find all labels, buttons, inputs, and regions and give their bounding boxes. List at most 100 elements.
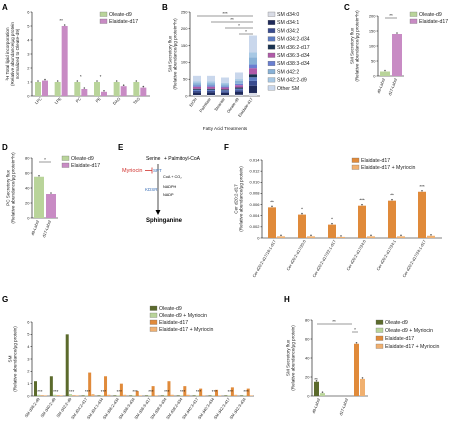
g-significance: *** (69, 389, 75, 394)
f-bar (328, 224, 336, 238)
g-bar (145, 395, 148, 396)
palmitoyl-coa-label: + Palmitoyl-CoA (164, 156, 201, 162)
g-ytick-label: 3 (27, 356, 30, 361)
f-data-point (331, 222, 333, 225)
c-xtick-label: d9-Label (376, 78, 386, 94)
c-xtick-label: d17-Label (387, 78, 398, 97)
a-legend-label: Oleate-d9 (109, 12, 132, 18)
panel-letter-h: H (284, 295, 290, 304)
f-data-point (400, 234, 402, 237)
g-bar (43, 395, 47, 396)
b-ytick-label: 250 (181, 9, 188, 14)
a-data-point (96, 80, 98, 82)
b-legend-swatch (267, 77, 276, 83)
g-bar (202, 395, 206, 396)
b-stack-segment (249, 68, 257, 75)
a-ylabel-line: ³H Total lipid incorporation (5, 27, 10, 80)
g-ytick-label: 6 (27, 319, 30, 324)
g-bar (192, 395, 196, 396)
b-stack-segment (221, 84, 229, 87)
d-significance: * (44, 157, 46, 162)
b-stack-segment (249, 52, 257, 58)
c-bar (380, 71, 390, 76)
c-ylabel-line: (Relative abundance/µg protein*hr) (355, 10, 360, 82)
c-ytick-label: 200 (369, 13, 376, 18)
g-ytick-label: 2 (27, 369, 30, 374)
a-ytick-label: 2 (27, 65, 30, 70)
g-bar (195, 395, 199, 396)
b-stack-segment (207, 90, 215, 93)
d-data-point (38, 174, 40, 177)
b-significance: *** (222, 11, 228, 16)
b-legend-label: SM d42:2 (277, 69, 299, 75)
a-data-point (103, 90, 105, 92)
c-ytick-label: 150 (369, 28, 376, 33)
h-legend-label: Oleate-d9 + Myriocin (385, 328, 433, 334)
g-ytick-label: 1 (27, 381, 30, 386)
b-xtick-label: Stearate (213, 96, 226, 112)
f-ytick-label: 0.002 (249, 224, 260, 229)
f-legend-label: Elaidate-d17 + Myriocin (361, 165, 415, 171)
f-ytick-label: 0.008 (249, 191, 260, 196)
b-stack-segment (249, 74, 257, 78)
g-bar (97, 395, 101, 396)
f-data-point (430, 233, 432, 236)
g-bar (160, 395, 164, 396)
coa-label: CoA + CO₂ (163, 175, 182, 179)
b-significance: * (245, 29, 247, 34)
h-ytick-label: 40 (305, 355, 310, 360)
g-bar (129, 395, 133, 396)
g-significance: *** (132, 389, 138, 394)
g-significance: *** (148, 389, 154, 394)
a-bar (74, 82, 81, 96)
a-bar (61, 26, 68, 96)
b-stack-segment (193, 75, 201, 82)
nadph-label: NADPH (163, 185, 177, 189)
g-bar (113, 395, 117, 396)
d-ytick-label: 60 (25, 170, 30, 175)
b-ylabel-line: (Relative abundance/µg protein*hr) (173, 18, 178, 90)
d-ytick-label: 20 (25, 200, 30, 205)
f-bar (388, 200, 396, 238)
g-bar (34, 381, 37, 396)
sphinganine-label: Sphinganine (146, 218, 183, 224)
c-ytick-label: 100 (369, 43, 376, 48)
a-ytick-label: 0 (27, 93, 30, 98)
b-ytick-label: 200 (181, 26, 188, 31)
g-bar (240, 395, 244, 396)
panel-letter-d: D (2, 143, 8, 152)
g-legend-label: Elaidate-d17 + Myriocin (159, 327, 213, 333)
g-legend-swatch (149, 319, 158, 325)
f-ylabel-line: (Relative abundance/µg protein) (239, 166, 244, 232)
g-bar (132, 395, 136, 396)
a-data-point (142, 85, 145, 88)
f-significance: ** (390, 193, 394, 198)
h-legend-swatch (375, 319, 384, 325)
g-bar (65, 334, 69, 396)
g-significance: *** (101, 389, 107, 394)
c-data-point (384, 69, 386, 72)
f-bar (358, 205, 366, 238)
b-stack-segment (235, 90, 243, 93)
f-ytick-label: 0 (257, 235, 260, 240)
f-ytick-label: 0.006 (249, 202, 260, 207)
g-significance: *** (196, 389, 202, 394)
d-ytick-label: 0 (27, 215, 30, 220)
g-bar (72, 395, 76, 396)
c-ytick-label: 0 (373, 73, 376, 78)
b-stack-segment (207, 88, 215, 90)
f-bar (268, 207, 276, 238)
a-data-point (63, 24, 66, 26)
b-stack-segment (235, 88, 243, 91)
a-significance: * (100, 74, 102, 79)
f-legend-swatch (351, 164, 360, 170)
pathway-arrow-head (155, 210, 161, 215)
g-legend-swatch (149, 305, 158, 311)
a-data-point (135, 80, 138, 82)
g-bar (208, 395, 212, 396)
b-ytick-label: 100 (181, 60, 188, 65)
f-significance: *** (419, 184, 425, 189)
h-significance: ** (314, 377, 318, 382)
b-xtick-label: Oleate-d9 (226, 96, 241, 114)
